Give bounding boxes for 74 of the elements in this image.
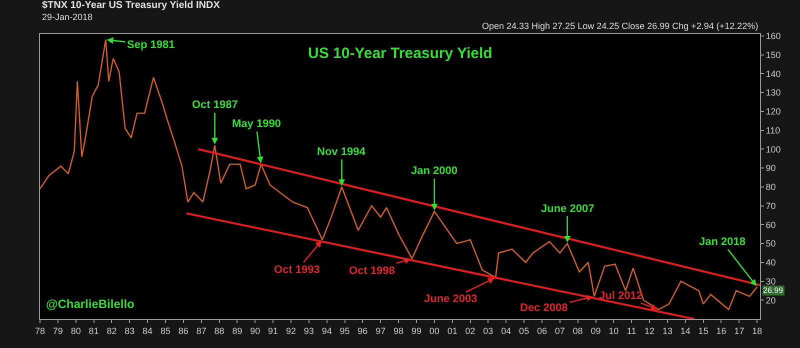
- annotation: @CharlieBilello: [46, 297, 134, 311]
- y-tick-label: 140: [766, 68, 781, 79]
- y-tick-label: 120: [766, 106, 781, 117]
- y-tick-label: 100: [766, 144, 781, 154]
- annotation: Sep 1981: [127, 39, 175, 51]
- annotation: Jul 2012: [599, 290, 642, 302]
- x-tick-label: 08: [572, 326, 583, 336]
- x-tick-label: 07: [554, 326, 565, 336]
- y-tick-label: 70: [766, 200, 776, 211]
- y-tick-label: 60: [766, 220, 776, 230]
- annotation: June 2007: [541, 203, 594, 215]
- x-tick-label: 82: [106, 326, 117, 336]
- annotation: May 1990: [232, 118, 281, 130]
- x-tick-label: 99: [411, 326, 422, 336]
- x-tick-label: 81: [88, 326, 99, 336]
- x-tick-label: 85: [160, 326, 171, 336]
- y-tick-label: 30: [766, 276, 776, 286]
- text: US 10-Year Treasury Yield: [308, 45, 492, 62]
- annotation: 26.99: [763, 286, 784, 295]
- annotation: Jan 2000: [411, 165, 458, 177]
- x-tick-label: 88: [214, 326, 224, 336]
- x-tick-label: 96: [358, 326, 368, 336]
- x-tick-label: 16: [716, 326, 726, 336]
- x-tick-label: 05: [519, 326, 530, 336]
- x-tick-label: 90: [250, 326, 260, 336]
- x-tick-label: 98: [394, 326, 404, 336]
- x-tick-label: 01: [447, 326, 458, 336]
- annotation: Jan 2018: [699, 236, 746, 248]
- x-tick-label: 13: [662, 326, 672, 336]
- y-tick-label: 110: [766, 125, 780, 136]
- x-tick-label: 92: [286, 326, 296, 336]
- text: Open 24.33 High 27.25 Low 24.25 Close 26.99 Chg +2.94 (+12.22%): [482, 21, 758, 31]
- x-tick-label: 95: [340, 326, 350, 336]
- text: 29-Jan-2018: [42, 12, 93, 22]
- y-tick-label: 150: [766, 50, 781, 60]
- annotation: June 2003: [424, 293, 478, 305]
- x-tick-label: 83: [124, 326, 135, 336]
- y-tick-label: 50: [766, 238, 776, 249]
- y-tick-label: 20: [766, 295, 776, 306]
- x-tick-label: 02: [465, 326, 476, 336]
- x-tick-label: 89: [232, 326, 242, 336]
- annotation: Oct 1998: [349, 265, 395, 277]
- x-tick-label: 15: [698, 326, 708, 336]
- x-tick-label: 79: [52, 326, 63, 336]
- x-tick-label: 94: [322, 326, 332, 336]
- x-tick-label: 80: [70, 326, 81, 336]
- x-tick-label: 12: [644, 326, 655, 336]
- x-tick-label: 06: [536, 326, 547, 336]
- annotation: Nov 1994: [317, 146, 366, 158]
- x-tick-label: 97: [376, 326, 386, 336]
- annotation: Oct 1987: [192, 99, 238, 111]
- y-tick-label: 160: [766, 31, 781, 42]
- x-tick-label: 87: [196, 326, 206, 336]
- x-tick-label: 03: [483, 326, 494, 336]
- annotation: Oct 1993: [274, 264, 320, 276]
- x-tick-label: 18: [752, 326, 762, 336]
- x-tick-label: 93: [304, 326, 314, 336]
- x-tick-label: 11: [626, 326, 636, 336]
- chart-subtitle: $TNX 10-Year US Treasury Yield INDX: [42, 0, 220, 11]
- y-tick-label: 90: [766, 163, 776, 174]
- x-tick-label: 86: [178, 326, 188, 336]
- x-tick-label: 14: [680, 326, 690, 336]
- y-tick-label: 40: [766, 258, 776, 268]
- x-tick-label: 78: [34, 326, 46, 336]
- y-tick-label: 80: [766, 182, 776, 192]
- x-tick-label: 91: [268, 326, 278, 336]
- annotation: Dec 2008: [520, 302, 568, 314]
- x-tick-label: 00: [429, 326, 440, 336]
- x-tick-label: 09: [590, 326, 601, 336]
- y-tick-label: 130: [766, 88, 781, 98]
- x-tick-label: 17: [734, 326, 744, 336]
- x-tick-label: 10: [608, 326, 619, 336]
- x-tick-label: 04: [501, 326, 512, 336]
- x-tick-label: 84: [142, 326, 153, 336]
